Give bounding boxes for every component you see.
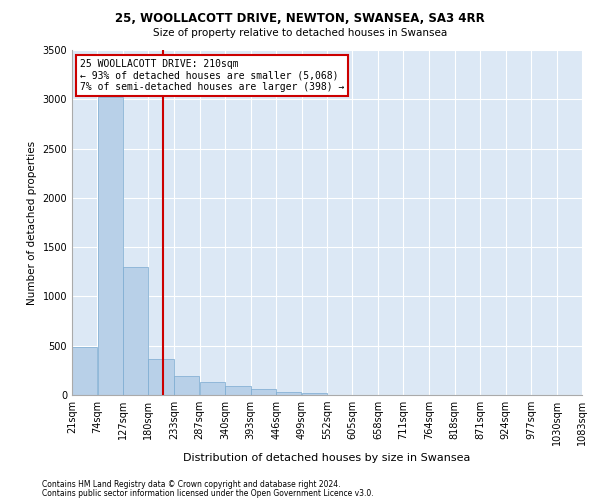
Bar — [98, 98, 123, 395]
Bar — [226, 386, 251, 395]
Y-axis label: Number of detached properties: Number of detached properties — [27, 140, 37, 304]
Bar — [276, 392, 301, 395]
Text: Contains public sector information licensed under the Open Government Licence v3: Contains public sector information licen… — [42, 489, 374, 498]
Bar — [251, 389, 276, 395]
Bar — [148, 358, 173, 395]
X-axis label: Distribution of detached houses by size in Swansea: Distribution of detached houses by size … — [184, 454, 470, 464]
Bar — [123, 267, 148, 395]
Bar — [302, 393, 327, 395]
Bar — [174, 376, 199, 395]
Text: Size of property relative to detached houses in Swansea: Size of property relative to detached ho… — [153, 28, 447, 38]
Text: 25 WOOLLACOTT DRIVE: 210sqm
← 93% of detached houses are smaller (5,068)
7% of s: 25 WOOLLACOTT DRIVE: 210sqm ← 93% of det… — [80, 58, 344, 92]
Bar — [72, 346, 97, 395]
Text: 25, WOOLLACOTT DRIVE, NEWTON, SWANSEA, SA3 4RR: 25, WOOLLACOTT DRIVE, NEWTON, SWANSEA, S… — [115, 12, 485, 26]
Text: Contains HM Land Registry data © Crown copyright and database right 2024.: Contains HM Land Registry data © Crown c… — [42, 480, 341, 489]
Bar — [200, 382, 225, 395]
